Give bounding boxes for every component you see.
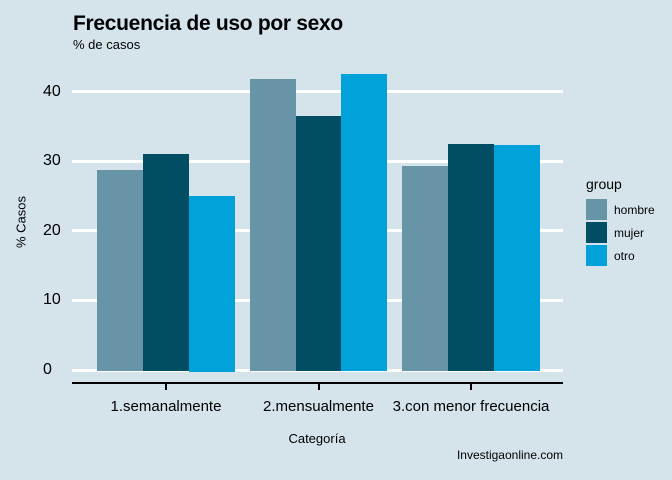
legend: group hombre mujer otro [586,176,655,268]
bar-otro-3 [493,145,540,372]
legend-item-otro: otro [586,245,655,266]
legend-label-hombre: hombre [614,202,655,217]
chart-title: Frecuencia de uso por sexo [73,12,343,35]
x-axis-title: Categoría [288,431,346,446]
x-tick-label-3: 3.con menor frecuencia [392,398,550,415]
bar-otro-2 [341,74,388,372]
legend-item-hombre: hombre [586,199,655,220]
bar-mujer-2 [295,115,342,372]
legend-swatch-hombre [586,199,607,220]
legend-swatch-mujer [586,222,607,243]
gridline-y-40 [72,90,563,94]
bar-hombre-2 [249,79,296,372]
legend-items: hombre mujer otro [586,199,655,266]
bar-hombre-3 [402,166,449,372]
legend-label-otro: otro [614,248,635,263]
x-axis-tick-3 [470,384,472,390]
x-axis-tick-2 [317,384,320,390]
legend-label-mujer: mujer [614,225,645,240]
bar-mujer-3 [448,143,494,372]
bar-otro-1 [188,196,235,372]
legend-swatch-otro [586,245,607,266]
chart-subtitle: % de casos [73,37,141,52]
bar-hombre-1 [97,170,144,372]
bar-mujer-1 [143,154,189,372]
x-tick-label-2: 2.mensualmente [263,398,374,415]
y-axis-title: % Casos [13,195,29,249]
y-tick-label-0: 0 [43,361,52,378]
legend-item-mujer: mujer [586,222,655,243]
legend-title: group [586,176,622,192]
y-tick-label-30: 30 [43,152,61,170]
y-tick-label-40: 40 [43,82,61,100]
y-tick-label-20: 20 [43,221,61,239]
x-axis-line [72,382,563,384]
x-tick-label-1: 1.semanalmente [110,398,222,415]
x-axis-tick-1 [165,384,167,390]
y-tick-label-10: 10 [43,291,61,309]
watermark-text: Investigaonline.com [456,448,563,462]
